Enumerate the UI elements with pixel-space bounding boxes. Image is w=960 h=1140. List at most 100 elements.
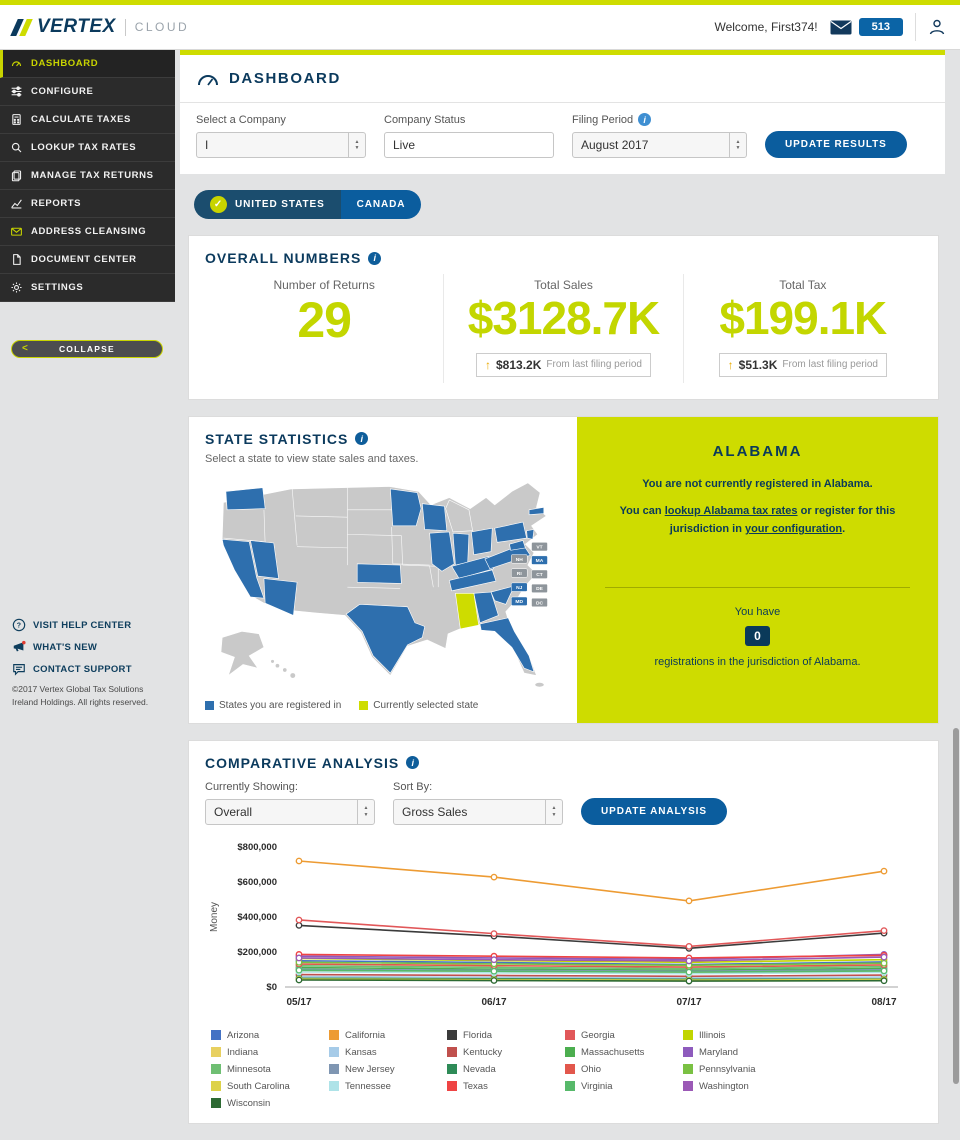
- map-state[interactable]: [356, 563, 402, 584]
- legend-swatch: [683, 1047, 693, 1058]
- sort-label: Sort By:: [393, 780, 433, 793]
- tab-united-states[interactable]: UNITED STATES: [194, 190, 341, 219]
- legend-swatch: [211, 1047, 221, 1058]
- legend-swatch: [565, 1064, 575, 1075]
- map-state[interactable]: [225, 487, 266, 511]
- company-label: Select a Company: [196, 114, 286, 126]
- legend-label: Ohio: [581, 1063, 602, 1075]
- map-state[interactable]: [490, 585, 515, 605]
- update-results-button[interactable]: UPDATE RESULTS: [765, 131, 907, 158]
- map-state[interactable]: [221, 538, 265, 599]
- lookup-tax-rates-link[interactable]: lookup Alabama tax rates: [664, 505, 798, 518]
- company-status-value: Live: [393, 138, 416, 152]
- chart-series-line: [298, 961, 885, 966]
- map-state[interactable]: [345, 603, 426, 674]
- svg-text:MD: MD: [515, 599, 523, 605]
- chart-series-line: [298, 953, 885, 959]
- map-state[interactable]: [429, 531, 455, 572]
- us-map[interactable]: VT NH MA RI CT NJ DE MD DC: [205, 473, 561, 694]
- info-icon[interactable]: [368, 251, 382, 265]
- chart-legend-item: Kansas: [329, 1047, 447, 1058]
- small-state-chips[interactable]: VT NH MA RI CT NJ DE MD DC: [511, 541, 548, 607]
- company-select[interactable]: I: [196, 132, 366, 158]
- chart-legend-item: Florida: [447, 1030, 565, 1041]
- legend-label: Wisconsin: [227, 1097, 271, 1109]
- gear-icon: [11, 282, 22, 293]
- help-link-label: VISIT HELP CENTER: [33, 619, 132, 631]
- map-state[interactable]: [479, 617, 535, 673]
- user-icon[interactable]: [928, 18, 946, 36]
- legend-swatch: [565, 1047, 575, 1058]
- chart-marker: [685, 977, 693, 985]
- legend-swatch: [565, 1030, 575, 1041]
- map-state[interactable]: [471, 527, 493, 555]
- svg-text:08/17: 08/17: [871, 997, 896, 1008]
- map-state[interactable]: [263, 578, 298, 616]
- svg-text:VT: VT: [536, 544, 542, 550]
- metric-total-tax: Total Tax $199.1K $51.3K From last filin…: [682, 274, 922, 383]
- select-stepper-icon: [545, 799, 562, 824]
- update-analysis-button[interactable]: UPDATE ANALYSIS: [581, 797, 727, 825]
- chevron-left-icon: <: [22, 343, 28, 354]
- sidebar-item-address-cleansing[interactable]: ADDRESS CLEANSING: [0, 218, 175, 246]
- map-state[interactable]: [452, 532, 470, 566]
- info-icon[interactable]: [638, 113, 652, 126]
- legend-swatch: [329, 1030, 339, 1041]
- whats-new-link[interactable]: WHAT'S NEW: [12, 640, 172, 654]
- filing-period-select[interactable]: August 2017: [572, 132, 747, 158]
- currently-showing-select[interactable]: Overall: [205, 798, 375, 825]
- up-arrow-icon: [728, 358, 734, 372]
- select-stepper-icon: [357, 799, 374, 824]
- map-state[interactable]: [526, 528, 535, 540]
- hawaii-shape[interactable]: [270, 659, 296, 678]
- sidebar-item-lookup-tax-rates[interactable]: LOOKUP TAX RATES: [0, 134, 175, 162]
- sort-by-select[interactable]: Gross Sales: [393, 798, 563, 825]
- map-state[interactable]: [250, 540, 280, 579]
- svg-text:$800,000: $800,000: [237, 842, 277, 853]
- map-state[interactable]: [390, 488, 422, 526]
- map-state[interactable]: [528, 506, 545, 515]
- svg-text:NJ: NJ: [516, 585, 523, 591]
- scrollbar-thumb[interactable]: [953, 728, 959, 1084]
- map-state[interactable]: [494, 521, 527, 543]
- map-state[interactable]: [451, 555, 494, 579]
- tab-canada[interactable]: CANADA: [340, 190, 422, 219]
- map-state[interactable]: [448, 569, 497, 592]
- map-state[interactable]: [455, 592, 480, 630]
- sidebar-item-dashboard[interactable]: DASHBOARD: [0, 50, 175, 78]
- sidebar-item-settings[interactable]: SETTINGS: [0, 274, 175, 302]
- map-state[interactable]: [509, 540, 526, 551]
- legend-swatch: [683, 1081, 693, 1092]
- territory-shape: [535, 682, 544, 687]
- collapse-sidebar-button[interactable]: < COLLAPSE: [11, 340, 163, 358]
- sidebar-item-document-center[interactable]: DOCUMENT CENTER: [0, 246, 175, 274]
- vertex-logo[interactable]: VERTEX CLOUD: [10, 16, 189, 38]
- map-state[interactable]: [473, 591, 499, 624]
- contact-support-link[interactable]: CONTACT SUPPORT: [12, 662, 172, 676]
- map-state[interactable]: [445, 499, 473, 533]
- company-status-field[interactable]: Live: [384, 132, 554, 158]
- sidebar-item-configure[interactable]: CONFIGURE: [0, 78, 175, 106]
- sidebar-item-manage-tax-returns[interactable]: MANAGE TAX RETURNS: [0, 162, 175, 190]
- chart-marker: [685, 968, 693, 976]
- sidebar-item-calculate-taxes[interactable]: CALCULATE TAXES: [0, 106, 175, 134]
- state-statistics-subtitle: Select a state to view state sales and t…: [205, 452, 419, 465]
- chart-marker: [295, 954, 303, 962]
- messages-button[interactable]: 513: [830, 18, 903, 36]
- sidebar-item-reports[interactable]: REPORTS: [0, 190, 175, 218]
- message-count-badge: 513: [858, 18, 903, 36]
- alaska-shape[interactable]: [220, 630, 265, 677]
- info-icon[interactable]: [406, 756, 420, 770]
- map-state[interactable]: [421, 503, 448, 531]
- visit-help-center-link[interactable]: ? VISIT HELP CENTER: [12, 618, 172, 632]
- svg-text:?: ?: [17, 623, 22, 630]
- chart-legend: Arizona California Florida Georgia Illinois I…: [205, 1030, 922, 1109]
- company-field-group: Select a Company I: [196, 114, 366, 158]
- metric-total-sales: Total Sales $3128.7K $813.2K From last f…: [443, 274, 682, 383]
- svg-text:CT: CT: [536, 572, 543, 578]
- your-configuration-link[interactable]: your configuration: [744, 523, 843, 536]
- state-chip: [531, 569, 548, 579]
- period-label: Filing Period: [572, 113, 747, 126]
- chart-marker: [490, 930, 498, 937]
- info-icon[interactable]: [355, 432, 369, 446]
